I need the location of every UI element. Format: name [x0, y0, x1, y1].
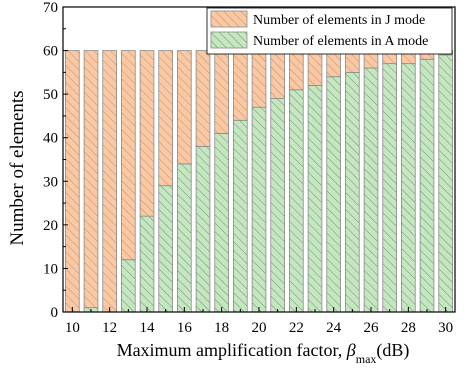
y-tick-label-70: 70	[43, 0, 58, 16]
legend: Number of elements in J mode Number of el…	[206, 7, 453, 55]
y-axis-title: Number of elements	[7, 90, 28, 245]
x-axis-title-unit: (dB)	[376, 340, 409, 361]
x-tick-label-28: 28	[401, 320, 416, 336]
bar-a-mode-25	[345, 71, 360, 313]
bar-a-mode-19	[233, 119, 248, 313]
x-tick-label-18: 18	[214, 320, 229, 336]
y-tick-label-0: 0	[51, 305, 59, 321]
x-axis-title: Maximum amplification factor, βmax(dB)	[117, 340, 410, 366]
bar-a-mode-22	[289, 89, 304, 313]
x-axis-title-symbol: β	[346, 340, 356, 360]
bar-j-mode-17	[195, 50, 211, 147]
bar-j-mode-15	[158, 50, 173, 187]
x-tick-label-26: 26	[364, 320, 380, 336]
bar-a-mode-14	[139, 215, 155, 313]
y-tick-label-40: 40	[43, 131, 58, 147]
bar-a-mode-16	[177, 163, 192, 313]
bar-a-mode-20	[251, 106, 267, 313]
bar-j-mode-14	[139, 50, 155, 217]
bar-a-mode-28	[401, 63, 416, 313]
bar-j-mode-18	[214, 50, 229, 134]
bar-a-mode-17	[195, 146, 211, 313]
axes-layer: 10 12 14 16 18 20 22 24 26 28 30 0 10 20 30 40 50 60 70	[43, 0, 456, 336]
x-axis-title-main: Maximum amplification factor,	[117, 340, 347, 360]
bar-a-mode-18	[214, 132, 229, 313]
x-tick-label-22: 22	[289, 320, 304, 336]
legend-swatch-a-mode	[210, 31, 248, 49]
bar-a-mode-21	[270, 98, 285, 313]
bar-j-mode-22	[289, 50, 304, 91]
bars-layer	[65, 50, 453, 313]
bar-a-mode-30	[438, 54, 453, 313]
x-axis-title-subscript: max	[356, 352, 377, 366]
legend-label-a-mode: Number of elements in A mode	[253, 34, 428, 49]
bar-j-mode-24	[326, 50, 341, 78]
bar-j-mode-20	[251, 50, 267, 108]
legend-label-j-mode: Number of elements in J mode	[253, 13, 425, 28]
legend-swatch-j-mode	[210, 10, 248, 28]
bar-j-mode-19	[233, 50, 248, 121]
bar-a-mode-13	[121, 259, 136, 313]
y-tick-label-20: 20	[43, 218, 58, 234]
bar-j-mode-12	[102, 50, 117, 313]
bar-a-mode-29	[419, 58, 435, 313]
y-tick-label-50: 50	[43, 87, 58, 103]
bar-j-mode-16	[177, 50, 192, 165]
y-tick-label-60: 60	[43, 44, 58, 60]
bar-a-mode-15	[158, 185, 173, 313]
x-tick-label-30: 30	[438, 320, 453, 336]
x-tick-label-24: 24	[326, 320, 342, 336]
bar-a-mode-23	[307, 85, 323, 313]
bar-j-mode-13	[121, 50, 136, 261]
bar-a-mode-24	[326, 76, 341, 313]
y-tick-label-10: 10	[43, 261, 58, 277]
bar-a-mode-27	[382, 63, 397, 313]
y-tick-label-30: 30	[43, 174, 58, 190]
x-tick-label-10: 10	[65, 320, 80, 336]
bar-j-mode-21	[270, 50, 285, 99]
x-tick-label-14: 14	[140, 320, 156, 336]
bar-j-mode-11	[83, 50, 99, 309]
labels-layer: Number of elements Maximum amplification…	[7, 90, 409, 366]
bar-a-mode-26	[363, 67, 379, 313]
x-tick-label-20: 20	[252, 320, 267, 336]
bar-j-mode-23	[307, 50, 323, 86]
legend-box	[206, 7, 453, 55]
x-tick-label-12: 12	[102, 320, 117, 336]
x-tick-label-16: 16	[177, 320, 193, 336]
